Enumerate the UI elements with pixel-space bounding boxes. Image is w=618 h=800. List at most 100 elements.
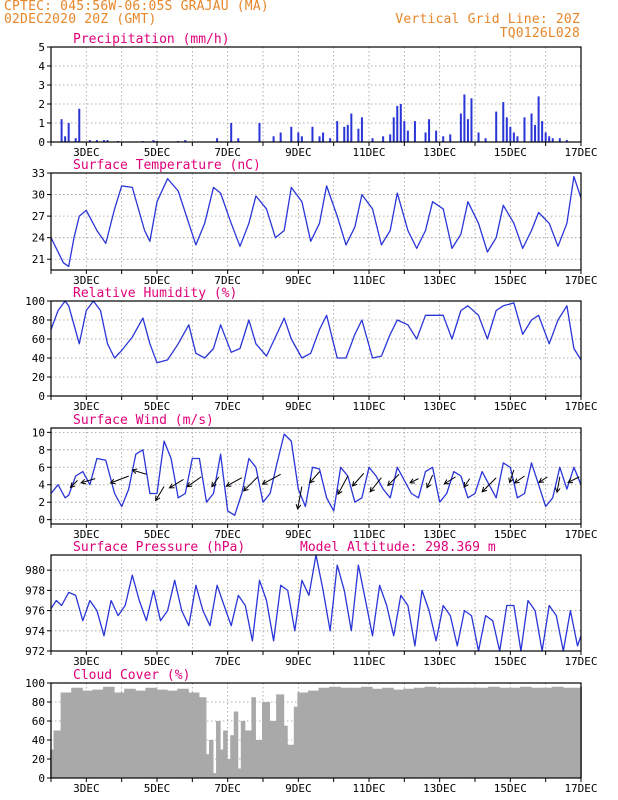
header-line1-left: CPTEC: 045:56W-06:05S GRAJAU (MA) <box>4 0 269 14</box>
wind-arrowhead <box>369 486 375 493</box>
panel-title: Precipitation (mm/h) <box>73 32 230 47</box>
x-tick-label: 9DEC <box>285 782 312 795</box>
y-tick-label: 972 <box>25 645 45 658</box>
y-tick-label: 974 <box>25 625 45 638</box>
precipitation-bar <box>311 126 314 142</box>
x-tick-label: 15DEC <box>494 146 527 159</box>
x-tick-label: 13DEC <box>423 528 456 541</box>
panel-frame <box>50 427 582 525</box>
header-line2-left: 02DEC2020 20Z (GMT) <box>4 12 157 27</box>
y-tick-label: 5 <box>38 41 45 54</box>
precipitation-bar <box>152 140 155 142</box>
precipitation-bar <box>300 136 303 142</box>
wind-arrowhead <box>242 485 249 492</box>
x-tick-label: 17DEC <box>564 146 597 159</box>
x-tick-label: 17DEC <box>564 274 597 287</box>
wind-arrowhead <box>538 477 545 484</box>
wind-arrow <box>409 478 419 484</box>
precipitation-bar <box>477 132 480 142</box>
x-tick-label: 5DEC <box>144 400 171 413</box>
x-tick-label: 5DEC <box>144 655 171 668</box>
precipitation-bar <box>74 138 77 142</box>
y-tick-label: 4 <box>38 60 45 73</box>
wind-arrow <box>243 476 259 492</box>
precipitation-bar <box>516 136 519 142</box>
precipitation-bar <box>297 132 300 142</box>
x-tick-label: 11DEC <box>352 782 385 795</box>
x-tick-label: 15DEC <box>494 782 527 795</box>
wind-arrowhead <box>309 477 315 484</box>
y-tick-label: 20 <box>32 371 45 384</box>
header-line1-right: Vertical Grid Line: 20Z <box>395 12 580 27</box>
precipitation-bar <box>512 132 515 142</box>
precipitation-bar <box>470 98 473 142</box>
y-tick-label: 27 <box>32 210 45 223</box>
x-tick-label: 5DEC <box>144 274 171 287</box>
panel-annotation: Model Altitude: 298.369 m <box>300 540 496 555</box>
wind-arrow <box>262 473 281 485</box>
y-tick-label: 80 <box>32 696 45 709</box>
panel-title: Surface Temperature (nC) <box>73 158 261 173</box>
precipitation-bar <box>406 130 409 142</box>
wind-arrowhead <box>80 478 87 485</box>
wind-arrowhead <box>351 480 358 487</box>
x-tick-label: 17DEC <box>564 655 597 668</box>
wind-arrow <box>369 477 382 493</box>
x-tick-label: 7DEC <box>214 782 241 795</box>
y-tick-label: 6 <box>38 461 45 474</box>
x-tick-label: 7DEC <box>214 528 241 541</box>
wind-arrow <box>155 486 165 501</box>
y-tick-label: 24 <box>32 232 46 245</box>
wind-arrow <box>70 480 78 488</box>
precipitation-bar <box>360 117 363 142</box>
precipitation-bar <box>502 102 505 142</box>
wind-arrowhead <box>554 487 561 494</box>
wind-arrowhead <box>211 481 217 488</box>
y-tick-label: 60 <box>32 715 45 728</box>
x-tick-label: 15DEC <box>494 400 527 413</box>
precipitation-bar <box>530 113 533 142</box>
x-tick-label: 13DEC <box>423 274 456 287</box>
x-tick-label: 17DEC <box>564 782 597 795</box>
wind-arrow <box>226 477 243 487</box>
x-tick-label: 17DEC <box>564 528 597 541</box>
wind-arrowhead <box>426 482 432 489</box>
x-tick-label: 15DEC <box>494 528 527 541</box>
y-tick-label: 1 <box>38 117 45 130</box>
y-tick-label: 8 <box>38 444 45 457</box>
precipitation-bar <box>272 136 275 142</box>
x-tick-label: 11DEC <box>352 274 385 287</box>
precipitation-bar <box>336 121 339 142</box>
precipitation-bar <box>534 124 537 142</box>
precipitation-bar <box>103 140 105 142</box>
precipitation-bar <box>106 140 109 142</box>
wind-arrow <box>186 476 202 488</box>
panel-frame <box>50 682 582 779</box>
wind-arrowhead <box>225 481 232 487</box>
precipitation-bar <box>505 117 508 142</box>
x-tick-label: 5DEC <box>144 528 171 541</box>
x-tick-label: 3DEC <box>73 400 100 413</box>
precipitation-bar <box>424 132 427 142</box>
wind-arrowhead <box>443 479 450 485</box>
panel-title: Relative Humidity (%) <box>73 286 237 301</box>
precipitation-bar <box>466 119 469 142</box>
precipitation-bar <box>318 136 321 142</box>
x-tick-label: 3DEC <box>73 146 100 159</box>
wind-arrow <box>297 486 303 509</box>
y-tick-label: 20 <box>32 753 45 766</box>
precipitation-bar <box>346 124 349 142</box>
y-tick-label: 976 <box>25 605 45 618</box>
series-line <box>50 300 582 364</box>
wind-arrow <box>556 476 561 493</box>
x-tick-label: 9DEC <box>285 274 312 287</box>
x-tick-label: 15DEC <box>494 655 527 668</box>
wind-arrow <box>81 478 96 484</box>
wind-arrow <box>567 476 580 483</box>
wind-arrowhead <box>387 480 393 487</box>
x-tick-label: 11DEC <box>352 400 385 413</box>
precipitation-bar <box>230 123 233 142</box>
precipitation-bar <box>442 136 445 142</box>
wind-arrowhead <box>155 495 161 502</box>
precipitation-bar <box>357 128 360 142</box>
